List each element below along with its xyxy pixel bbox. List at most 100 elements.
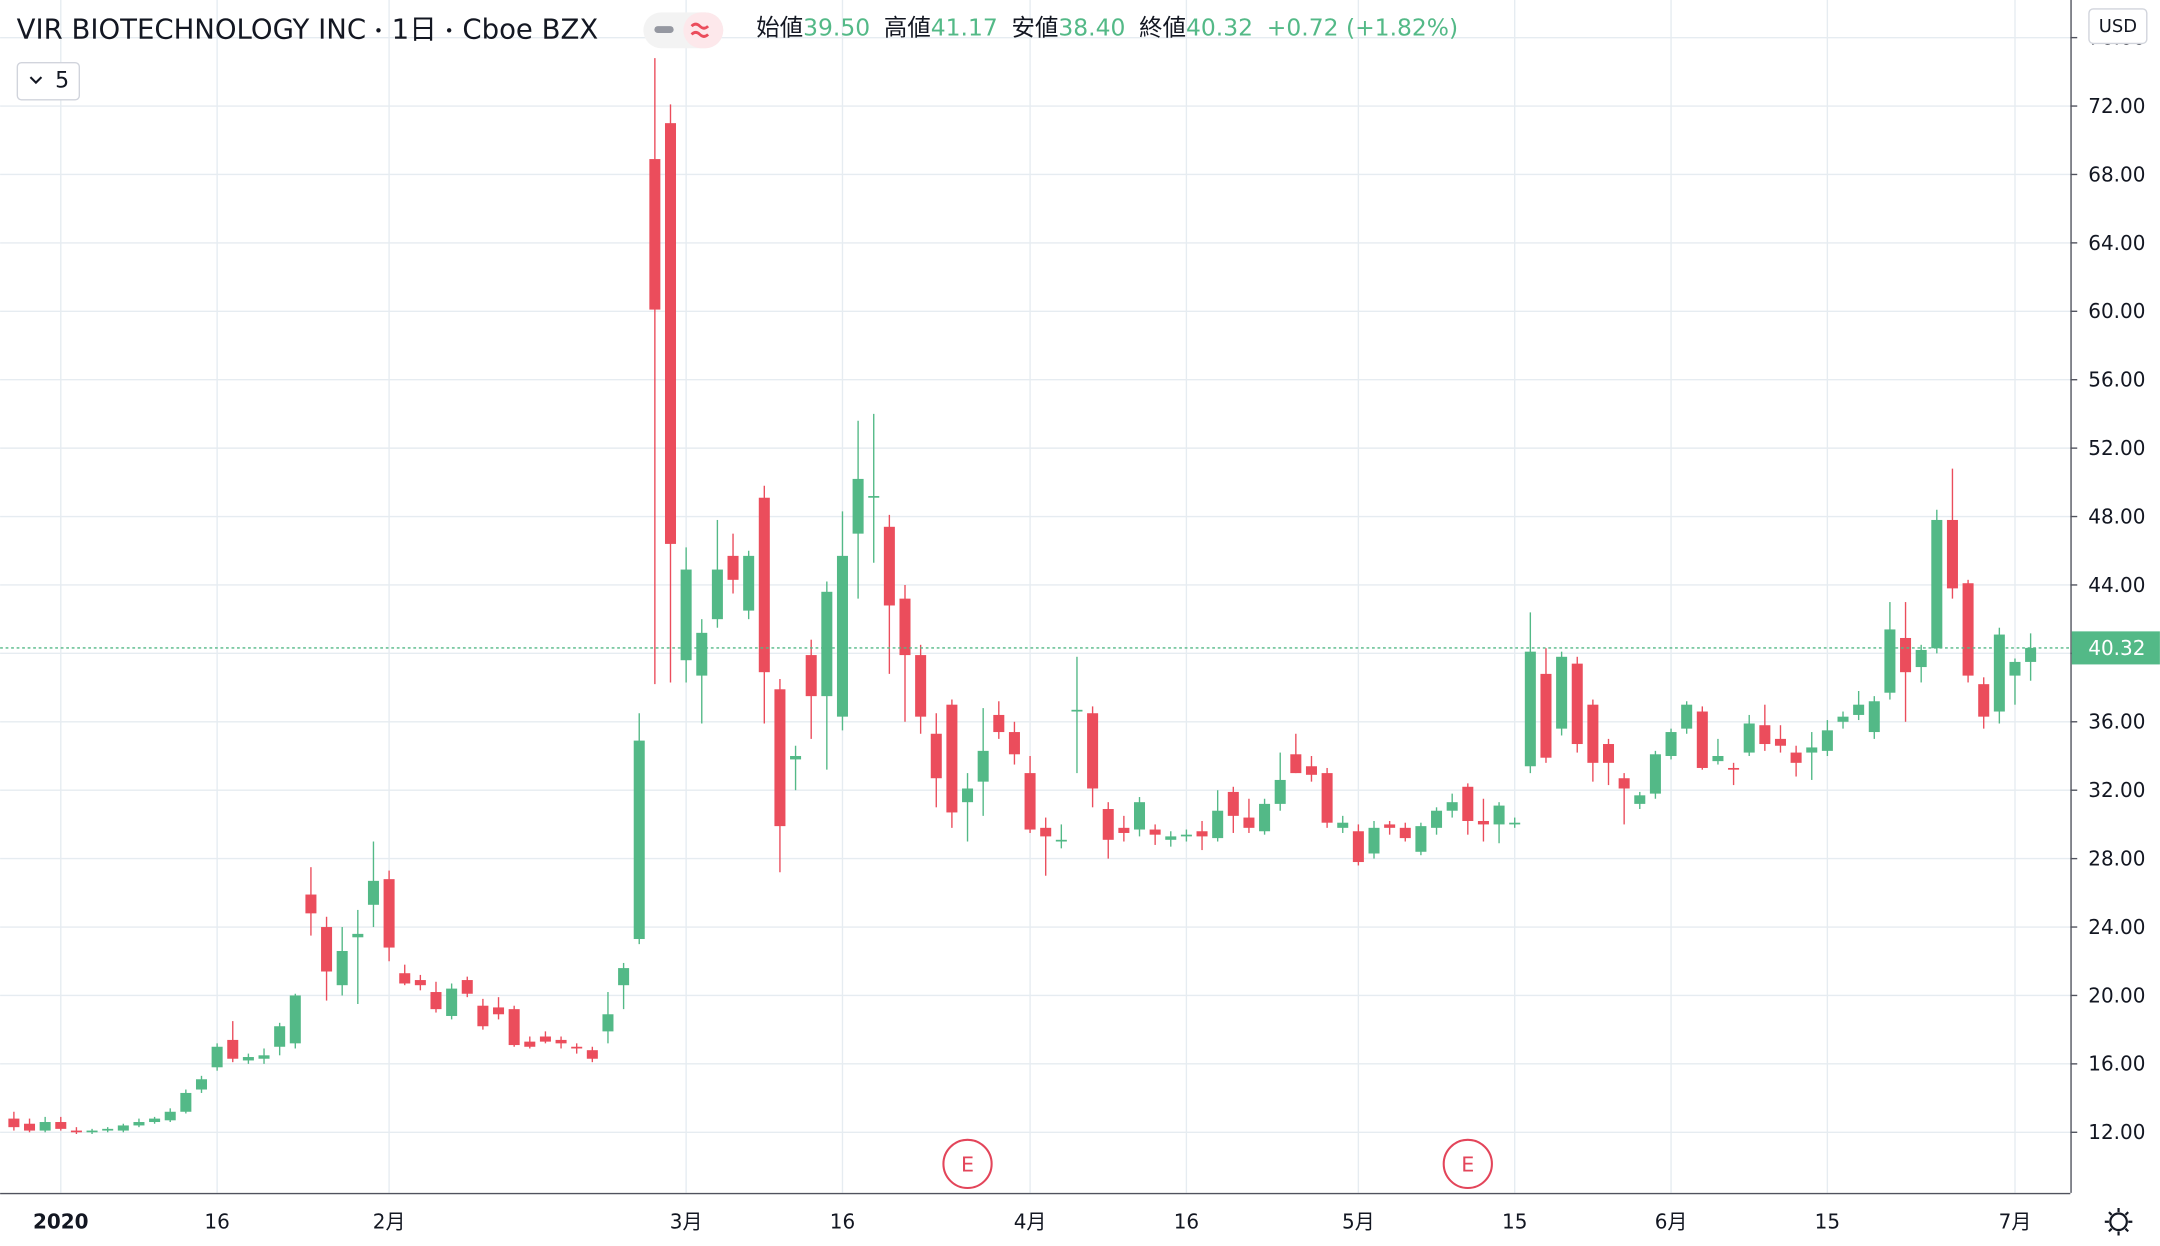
candle-body <box>1931 519 1943 649</box>
candle-body <box>649 159 661 310</box>
ohlc-value: 38.40 <box>1058 13 1125 41</box>
candle-body <box>508 1009 520 1046</box>
candle-body <box>899 598 911 656</box>
candle-body <box>24 1123 36 1131</box>
candle-body <box>602 1014 614 1032</box>
candle-body <box>977 750 989 782</box>
candle-body <box>1837 716 1849 722</box>
candle-body <box>336 950 348 986</box>
y-tick-label: 48.00 <box>2088 504 2145 528</box>
candle-body <box>1024 773 1036 830</box>
candle-body <box>1087 713 1099 789</box>
candle-body <box>680 569 692 661</box>
candle-body <box>1227 791 1239 816</box>
candle-body <box>962 788 974 803</box>
candle-body <box>1728 767 1740 770</box>
candle-body <box>1649 754 1661 794</box>
candle-body <box>70 1130 82 1133</box>
ohlc-label: 安値 <box>1012 13 1059 41</box>
candle-body <box>1696 711 1708 768</box>
candle-body <box>1071 709 1083 712</box>
candle-body <box>852 478 864 534</box>
candle-body <box>211 1046 223 1068</box>
candle-body <box>102 1128 114 1131</box>
y-tick-label: 20.00 <box>2088 983 2145 1007</box>
candle-body <box>727 555 739 580</box>
x-tick-label: 16 <box>830 1210 855 1234</box>
x-tick-label: 15 <box>1502 1210 1527 1234</box>
last-price-label: 40.32 <box>2088 636 2145 660</box>
candle-body <box>868 496 880 498</box>
ohlc-value: +0.72 (+1.82%) <box>1267 13 1458 41</box>
candle-body <box>586 1050 598 1059</box>
ohlc-value: 41.17 <box>931 13 998 41</box>
earnings-label: E <box>1461 1152 1474 1176</box>
candle-body <box>414 980 426 986</box>
y-tick-label: 24.00 <box>2088 915 2145 939</box>
axes: 12.0016.0020.0024.0028.0032.0036.0040.00… <box>33 26 2160 1234</box>
currency-box[interactable] <box>2088 8 2148 45</box>
y-tick-label: 12.00 <box>2088 1120 2145 1144</box>
candle-body <box>1290 754 1302 774</box>
candle-body <box>946 704 958 813</box>
candle-body <box>1853 704 1865 715</box>
grid <box>0 0 2071 1193</box>
earnings-marker <box>1442 1138 1493 1190</box>
candle-body <box>821 591 833 697</box>
candle-body <box>1462 786 1474 821</box>
candle-body <box>321 927 333 972</box>
y-tick-label: 36.00 <box>2088 710 2145 734</box>
candle-body <box>524 1041 536 1047</box>
candle-body <box>1821 730 1833 751</box>
candle-body <box>1149 829 1161 835</box>
candle-body <box>2009 661 2021 676</box>
candle-body <box>1806 747 1818 753</box>
time-axis-bg <box>0 1192 2160 1246</box>
candle-body <box>180 1092 192 1112</box>
separator <box>446 28 452 33</box>
candle-body <box>8 1118 20 1128</box>
candle-body <box>1884 629 1896 693</box>
candle-body <box>1556 656 1568 729</box>
candle-body <box>1384 824 1396 828</box>
candle-body <box>352 933 364 938</box>
candle-body <box>539 1036 551 1042</box>
candle-body <box>2025 647 2037 662</box>
candle-body <box>1212 810 1224 839</box>
candle-body <box>1587 704 1599 763</box>
candle-body <box>149 1118 161 1123</box>
candle-body <box>1900 637 1912 673</box>
candle-body <box>1978 684 1990 717</box>
candle-body <box>493 1007 505 1015</box>
candle-body <box>1305 766 1317 775</box>
y-tick-label: 64.00 <box>2088 231 2145 255</box>
candle-body <box>1118 827 1130 833</box>
y-tick-label: 60.00 <box>2088 299 2145 323</box>
candle-body <box>1790 752 1802 763</box>
ohlc-label: 高値 <box>884 13 931 41</box>
delay-icon <box>690 22 710 38</box>
y-tick-label: 44.00 <box>2088 573 2145 597</box>
candle-body <box>1259 803 1271 832</box>
candle-body <box>1774 738 1786 746</box>
candle-body <box>1274 779 1286 804</box>
candle-body <box>1681 704 1693 729</box>
candle-body <box>1431 810 1443 828</box>
y-tick-label: 32.00 <box>2088 778 2145 802</box>
x-tick-label: 16 <box>204 1210 229 1234</box>
candle-body <box>477 1005 489 1027</box>
indicator-toggle[interactable] <box>16 61 81 101</box>
x-tick-label: 4月 <box>1014 1210 1047 1234</box>
candle-body <box>633 740 645 940</box>
candle-body <box>55 1122 67 1129</box>
ohlc-legend: 始値 39.50 高値 41.17 安値 38.40 終値 40.32 +0.72 (+1.82… <box>756 13 1458 41</box>
candle-body <box>774 689 786 827</box>
y-tick-label: 68.00 <box>2088 162 2145 186</box>
candle-body <box>1040 827 1052 837</box>
candle-body <box>1540 673 1552 758</box>
earnings-marker <box>942 1138 993 1190</box>
candle-body <box>1493 805 1505 825</box>
indicator-count: 5 <box>55 68 69 93</box>
candle-body <box>1524 651 1536 767</box>
candle-body <box>1618 778 1630 789</box>
